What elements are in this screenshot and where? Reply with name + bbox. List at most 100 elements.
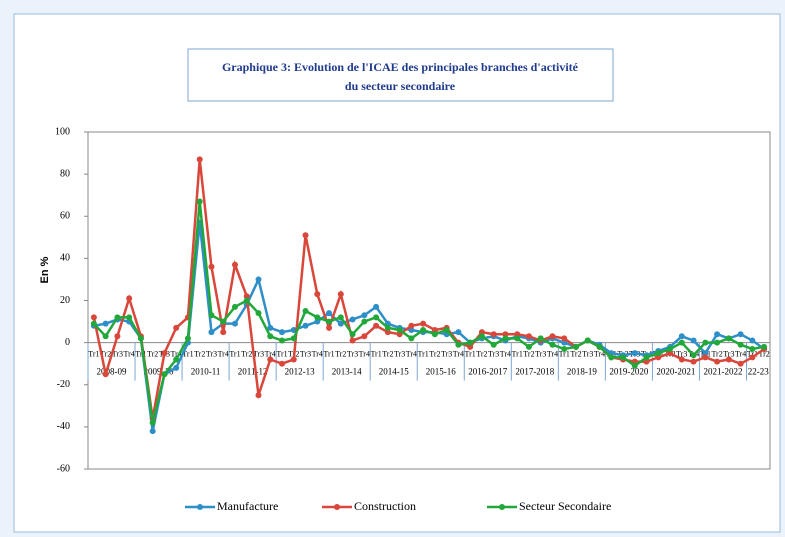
data-point xyxy=(337,291,344,298)
x-group-label: 2009-10 xyxy=(144,367,174,377)
data-point xyxy=(114,333,121,340)
data-point xyxy=(478,333,485,340)
data-point xyxy=(326,318,333,325)
legend-marker xyxy=(499,504,505,510)
data-point xyxy=(725,335,732,342)
x-tick-label: Tr2 xyxy=(429,349,440,358)
data-point xyxy=(102,371,109,378)
x-tick-label: Tr3 xyxy=(535,349,546,358)
data-point xyxy=(725,356,732,363)
data-point xyxy=(714,339,721,346)
data-point xyxy=(608,354,615,361)
x-group-label: 2008-09 xyxy=(97,367,127,377)
data-point xyxy=(420,326,427,333)
data-point xyxy=(655,350,662,357)
x-group-label: 2014-15 xyxy=(379,367,409,377)
data-point xyxy=(349,331,356,338)
data-point xyxy=(279,337,286,344)
data-point xyxy=(302,232,309,239)
data-point xyxy=(737,360,744,367)
data-point xyxy=(596,343,603,350)
data-point xyxy=(173,324,180,331)
data-point xyxy=(502,335,509,342)
x-tick-label: Tr4 xyxy=(547,349,558,358)
x-tick-label: Tr3 xyxy=(676,349,687,358)
data-point xyxy=(208,329,215,336)
y-tick-label: 20 xyxy=(60,295,70,306)
x-tick-label: Tr1 xyxy=(417,349,428,358)
x-tick-label: Tr4 xyxy=(218,349,229,358)
data-point xyxy=(173,356,180,363)
data-point xyxy=(467,343,474,350)
x-tick-label: Tr2 xyxy=(241,349,252,358)
x-tick-label: Tr4 xyxy=(265,349,276,358)
data-point xyxy=(90,320,97,327)
data-point xyxy=(620,354,627,361)
data-point xyxy=(408,326,415,333)
y-tick-label: -20 xyxy=(57,379,70,390)
x-tick-label: Tr3 xyxy=(441,349,452,358)
data-point xyxy=(537,335,544,342)
data-point xyxy=(302,322,309,329)
x-tick-label: Tr4 xyxy=(500,349,511,358)
data-point xyxy=(361,333,368,340)
data-point xyxy=(267,356,274,363)
data-point xyxy=(420,320,427,327)
data-point xyxy=(161,371,168,378)
x-group-label: 2019-2020 xyxy=(609,367,648,377)
x-tick-label: Tr1 xyxy=(465,349,476,358)
data-point xyxy=(631,362,638,369)
data-point xyxy=(702,350,709,357)
chart-subtitle: du secteur secondaire xyxy=(345,79,456,93)
x-tick-label: Tr3 xyxy=(112,349,123,358)
x-tick-label: Tr2 xyxy=(758,349,769,358)
data-point xyxy=(549,333,556,340)
data-point xyxy=(361,318,368,325)
x-tick-label: Tr1 xyxy=(747,349,758,358)
x-tick-label: Tr4 xyxy=(735,349,746,358)
data-point xyxy=(631,350,638,357)
data-point xyxy=(102,333,109,340)
data-point xyxy=(149,419,156,426)
data-point xyxy=(137,335,144,342)
data-point xyxy=(431,331,438,338)
x-tick-label: Tr2 xyxy=(711,349,722,358)
data-point xyxy=(714,358,721,365)
x-group-label: 2018-19 xyxy=(567,367,597,377)
data-point xyxy=(631,358,638,365)
data-point xyxy=(408,322,415,329)
data-point xyxy=(326,310,333,317)
x-group-label: 2011-12 xyxy=(238,367,268,377)
x-tick-label: Tr2 xyxy=(476,349,487,358)
x-tick-label: Tr4 xyxy=(594,349,605,358)
data-point xyxy=(749,354,756,361)
x-tick-label: Tr4 xyxy=(124,349,135,358)
data-point xyxy=(678,356,685,363)
y-tick-label: 100 xyxy=(55,126,70,137)
data-point xyxy=(749,345,756,352)
data-point xyxy=(561,339,568,346)
x-group-label: 2017-2018 xyxy=(515,367,554,377)
legend-label: Construction xyxy=(354,499,416,513)
data-point xyxy=(714,331,721,338)
data-point xyxy=(667,350,674,357)
data-point xyxy=(384,329,391,336)
data-point xyxy=(184,335,191,342)
data-point xyxy=(314,318,321,325)
data-point xyxy=(384,324,391,331)
series-line xyxy=(92,159,765,419)
y-axis-label: En % xyxy=(39,256,51,283)
x-tick-label: Tr2 xyxy=(194,349,205,358)
data-point xyxy=(549,341,556,348)
data-point xyxy=(290,356,297,363)
data-point xyxy=(126,295,133,302)
data-point xyxy=(361,312,368,319)
x-tick-label: Tr4 xyxy=(171,349,182,358)
data-point xyxy=(737,331,744,338)
data-point xyxy=(749,337,756,344)
data-point xyxy=(255,310,262,317)
data-point xyxy=(161,350,168,357)
x-tick-label: Tr2 xyxy=(147,349,158,358)
data-point xyxy=(243,297,250,304)
x-group-label: 2015-16 xyxy=(426,367,456,377)
